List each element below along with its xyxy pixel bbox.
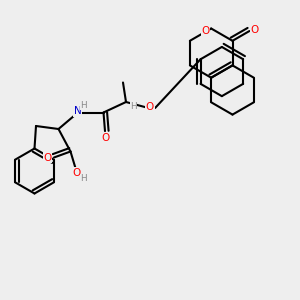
Text: O: O xyxy=(101,133,109,143)
Text: O: O xyxy=(202,26,210,37)
Text: O: O xyxy=(43,152,52,163)
Text: N: N xyxy=(74,106,81,116)
Text: O: O xyxy=(146,101,154,112)
Text: H: H xyxy=(130,102,137,111)
Text: H: H xyxy=(80,100,87,109)
Text: O: O xyxy=(72,167,81,178)
Text: H: H xyxy=(80,174,87,183)
Text: O: O xyxy=(251,25,259,34)
